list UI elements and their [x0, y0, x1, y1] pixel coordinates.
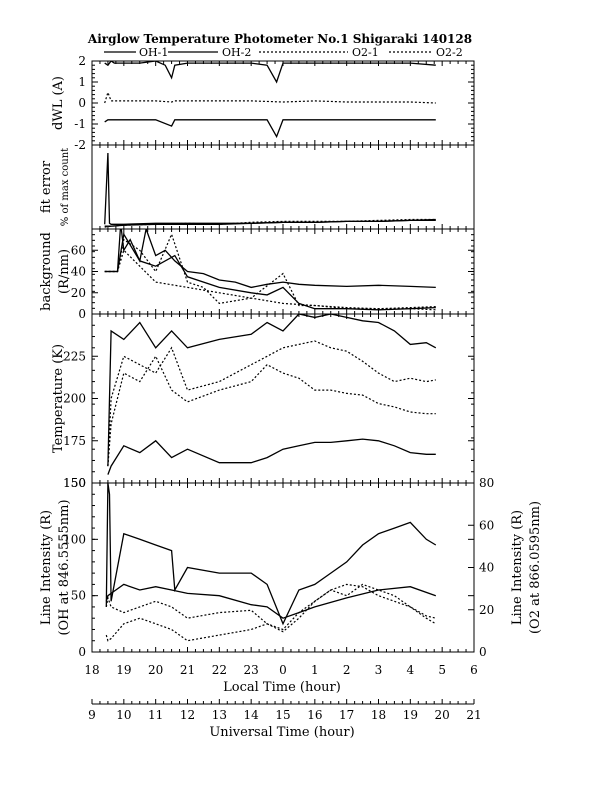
local-time-tick-label: 22	[212, 663, 227, 677]
local-time-tick-label: 2	[343, 663, 351, 677]
ut-tick-label: 12	[180, 708, 195, 722]
ut-tick-label: 18	[371, 708, 386, 722]
x-axes: 18 19 20 21 22 23 0 1 2 3 4 5 69 10 11 12 13 14 15 16 17 18 19…	[84, 663, 481, 722]
legend-label: OH-1	[139, 46, 168, 59]
local-time-tick-label: 0	[279, 663, 287, 677]
local-time-tick-label: 5	[438, 663, 446, 677]
series-line-temperature-0	[107, 438, 436, 475]
series-line-intensity-3	[105, 583, 437, 642]
local-time-tick-label: 18	[84, 663, 99, 677]
local-time-tick-label: 3	[375, 663, 383, 677]
series-line-background-3	[104, 249, 436, 310]
y-axis-label: fit error	[39, 160, 54, 213]
ut-tick-label: 20	[435, 708, 450, 722]
y-tick-label: 150	[63, 476, 86, 490]
panel-frame	[91, 482, 475, 653]
y-right-tick-label: 60	[479, 518, 494, 532]
series-line-intensity-2	[105, 583, 436, 633]
ut-tick-label: 10	[116, 708, 131, 722]
local-time-tick-label: 4	[407, 663, 415, 677]
panel-frame	[91, 313, 475, 484]
series-line-background-1	[104, 232, 436, 311]
series-line-intensity-0	[105, 483, 437, 626]
y-tick-label: 200	[63, 392, 86, 406]
y-tick-label: 150	[63, 476, 86, 490]
ut-tick-label: 9	[88, 708, 96, 722]
y-right-tick-label: 0	[479, 645, 487, 659]
local-time-tick-label: 6	[470, 663, 478, 677]
y-axis-label-sub: (OH at 846.5555nm)	[57, 499, 72, 635]
series-line-fit_error-0	[104, 152, 436, 225]
local-time-tick-label: 20	[148, 663, 163, 677]
panel-dwl: 2 1 0 -1 -2 dWL (A)	[51, 54, 475, 152]
ut-tick-label: 19	[403, 708, 418, 722]
ut-tick-label: 15	[275, 708, 290, 722]
y-axis-label: background	[39, 232, 54, 311]
y-tick-label: 0	[78, 307, 86, 321]
y-axis-label: dWL (A)	[51, 76, 66, 130]
panels: 2 1 0 -1 -2 dWL (A) fit error % of max count 60 4…	[39, 54, 543, 659]
panel-fit_error: fit error % of max count	[39, 144, 475, 230]
ut-tick-label: 16	[307, 708, 322, 722]
legend-label: O2-1	[352, 46, 379, 59]
panel-frame	[91, 60, 475, 146]
legend-label: O2-2	[436, 46, 463, 59]
series-line-temperature-2	[107, 340, 436, 467]
local-time-axis-label: Local Time (hour)	[223, 680, 341, 695]
local-time-tick-label: 1	[311, 663, 319, 677]
y-right-tick-label: 80	[479, 476, 494, 490]
y-right-tick-label: 40	[479, 561, 494, 575]
series-line-background-2	[104, 232, 436, 311]
local-time-tick-label: 19	[116, 663, 131, 677]
ut-tick-label: 14	[244, 708, 260, 722]
legend-label: OH-2	[222, 46, 251, 59]
local-time-tick-label: 23	[244, 663, 259, 677]
y-tick-label: 50	[71, 589, 86, 603]
ut-tick-label: 13	[212, 708, 227, 722]
y-tick-label: 40	[71, 265, 86, 279]
panel-frame	[91, 228, 475, 315]
series-line-fit_error-1	[104, 218, 436, 227]
series-line-temperature-1	[107, 314, 437, 467]
y-right-axis-label-sub: (O2 at 866.0595nm)	[528, 501, 543, 634]
legend: OH-1 OH-2 O2-1 O2-2	[104, 46, 463, 59]
series-line-dwl-0	[104, 61, 436, 84]
series-line-dwl-1	[104, 90, 436, 104]
y-tick-label: -1	[74, 117, 86, 131]
local-time-tick-label: 21	[180, 663, 195, 677]
y-tick-label: 0	[78, 645, 86, 659]
y-tick-label: 20	[71, 286, 86, 300]
y-tick-label: 225	[63, 349, 86, 363]
y-axis-label: Temperature (K)	[51, 344, 66, 453]
panel-background: 60 40 20 0 background (R/nm)	[39, 228, 475, 321]
y-axis-label-sub: (R/nm)	[57, 249, 72, 294]
y-axis-label: Line Intensity (R)	[39, 510, 54, 625]
panel-frame	[91, 144, 475, 230]
y-tick-label: 60	[71, 243, 86, 257]
y-tick-label: 175	[63, 434, 86, 448]
y-tick-label: 2	[78, 54, 86, 68]
y-tick-label: -2	[74, 138, 86, 152]
series-line-dwl-2	[104, 119, 436, 139]
ut-tick-label: 21	[466, 708, 481, 722]
ut-tick-label: 17	[339, 708, 354, 722]
series-line-temperature-3	[107, 355, 436, 467]
y-tick-label: 100	[63, 532, 86, 546]
y-tick-label: 0	[78, 96, 86, 110]
y-axis-label-sub: % of max count	[60, 148, 71, 226]
ut-tick-label: 11	[148, 708, 163, 722]
universal-time-axis-label: Universal Time (hour)	[209, 725, 354, 740]
y-right-tick-label: 20	[479, 603, 494, 617]
chart-title: Airglow Temperature Photometer No.1 Shig…	[87, 32, 472, 46]
panel-temperature: 225 200 175 150 Temperature (K)	[51, 313, 475, 490]
series-line-intensity-1	[105, 583, 437, 619]
series-line-background-0	[104, 229, 436, 289]
y-tick-label: 1	[78, 75, 86, 89]
y-right-axis-label: Line Intensity (R)	[510, 510, 525, 625]
